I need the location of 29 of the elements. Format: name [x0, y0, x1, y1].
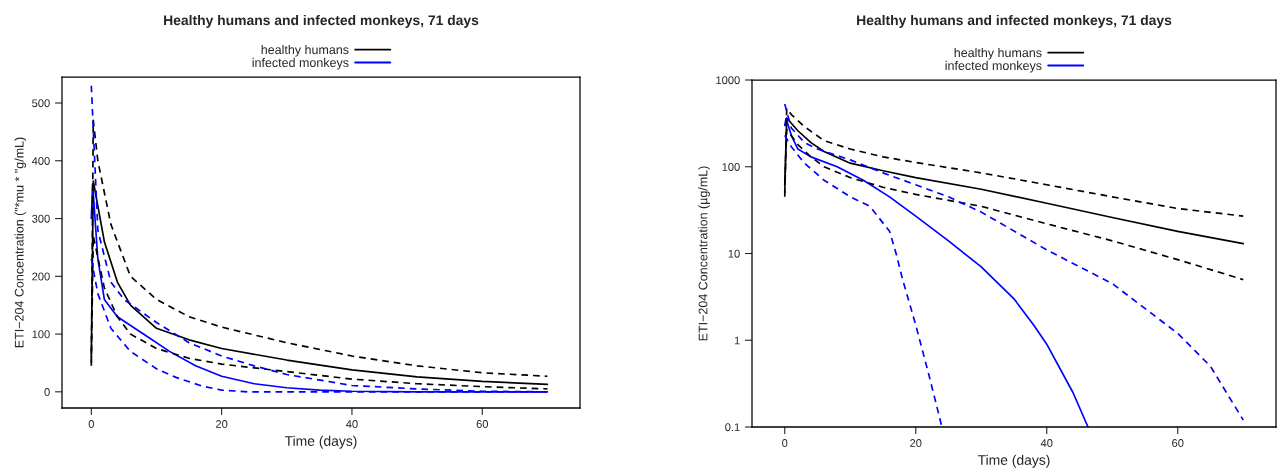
y-axis-title: ETI−204 Concentration (µg/mL)	[698, 166, 710, 341]
x-tick-label: 40	[1040, 439, 1053, 447]
legend-label: infected monkeys	[252, 57, 349, 70]
y-tick-label: 100	[32, 330, 50, 339]
x-tick-label: 60	[476, 420, 489, 428]
x-axis-title: Time (days)	[284, 435, 357, 449]
y-tick-label: 10	[728, 249, 740, 258]
chart-title: Healthy humans and infected monkeys, 71 days	[857, 14, 1172, 28]
x-tick-label: 0	[88, 420, 94, 428]
x-tick-label: 40	[346, 420, 358, 428]
y-tick-label: 0	[44, 388, 50, 396]
x-tick-label: 0	[782, 439, 788, 447]
x-axis-title: Time (days)	[977, 454, 1050, 468]
y-tick-label: 0.1	[725, 423, 740, 432]
y-axis-title: ETI−204 Concentration ("*mu * "g/mL)	[14, 137, 27, 348]
y-tick-label: 500	[32, 99, 50, 108]
x-tick-label: 20	[910, 439, 922, 447]
legend-label: healthy humans	[261, 44, 349, 57]
y-tick-label: 1	[734, 336, 740, 345]
x-tick-label: 60	[1172, 439, 1184, 447]
y-tick-label: 100	[722, 163, 740, 171]
legend-label: healthy humans	[954, 47, 1042, 60]
chart-title: Healthy humans and infected monkeys, 71 days	[164, 14, 479, 28]
y-tick-label: 400	[31, 157, 50, 165]
y-tick-label: 300	[32, 214, 50, 223]
y-tick-label: 200	[32, 272, 50, 281]
y-tick-label: 1000	[716, 76, 740, 85]
x-tick-label: 20	[216, 420, 228, 428]
legend-label: infected monkeys	[945, 60, 1042, 73]
